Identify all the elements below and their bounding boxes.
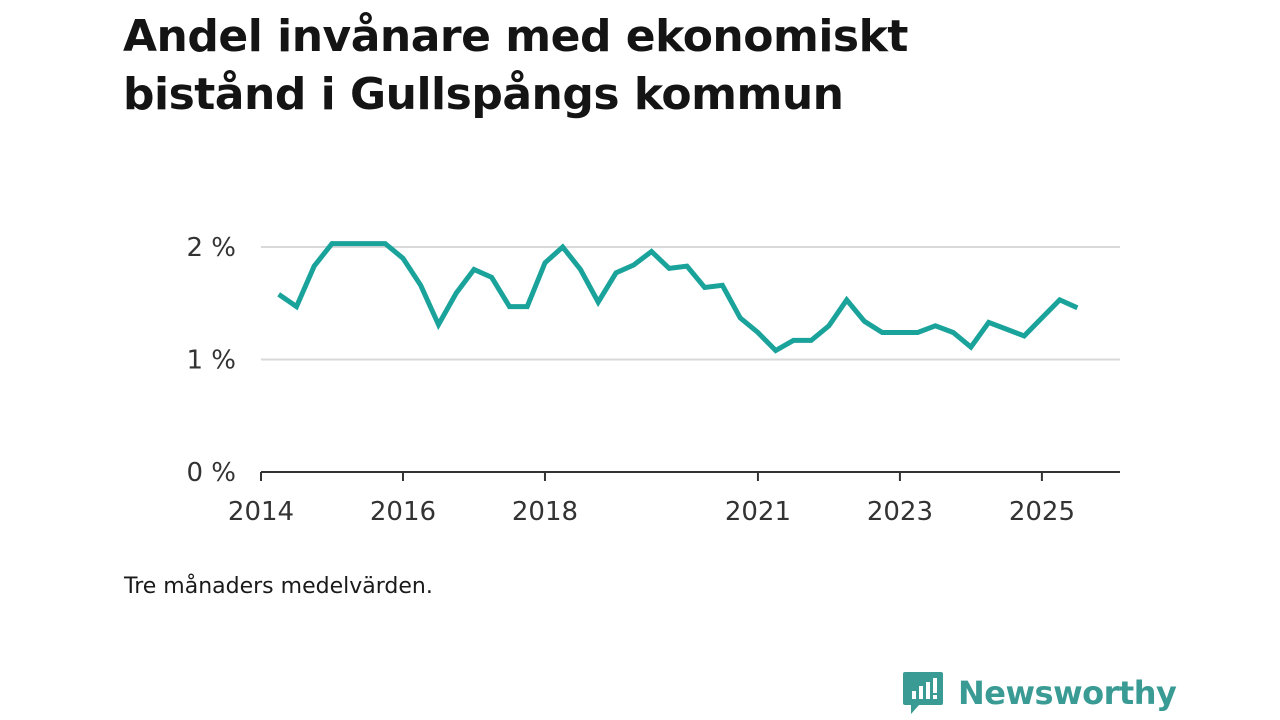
y-tick-label: 0 % — [186, 458, 236, 488]
data-point — [331, 243, 332, 244]
y-axis-labels: 0 % 1 % 2 % — [186, 233, 236, 488]
data-point — [278, 294, 279, 295]
data-point — [970, 347, 971, 348]
data-point — [314, 266, 315, 267]
data-point — [527, 306, 528, 307]
data-point — [686, 266, 687, 267]
data-point — [722, 285, 723, 286]
x-tick-label: 2018 — [512, 497, 578, 527]
data-point — [669, 268, 670, 269]
data-point — [899, 332, 900, 333]
data-point — [633, 265, 634, 266]
data-point — [1024, 335, 1025, 336]
data-point — [598, 302, 599, 303]
data-point — [420, 285, 421, 286]
data-point — [544, 262, 545, 263]
data-point — [385, 243, 386, 244]
data-point — [811, 340, 812, 341]
x-tick-label: 2021 — [725, 497, 791, 527]
data-point — [917, 332, 918, 333]
x-axis-labels: 2014 2016 2018 2021 2023 2025 — [228, 497, 1075, 527]
data-point — [651, 251, 652, 252]
data-point — [562, 247, 563, 248]
x-axis — [260, 471, 1120, 481]
data-point — [846, 299, 847, 300]
data-point — [580, 269, 581, 270]
data-point — [296, 306, 297, 307]
x-tick-label: 2014 — [228, 497, 294, 527]
brand-name: Newsworthy — [958, 674, 1177, 712]
data-point — [828, 325, 829, 326]
x-tick-label: 2023 — [867, 497, 933, 527]
data-point — [864, 321, 865, 322]
data-point — [349, 243, 350, 244]
data-point — [882, 332, 883, 333]
data-point — [615, 272, 616, 273]
data-point — [438, 324, 439, 325]
data-point — [367, 243, 368, 244]
x-tick-label: 2025 — [1009, 497, 1075, 527]
data-point — [988, 322, 989, 323]
chart-note: Tre månaders medelvärden. — [124, 574, 433, 599]
series-line — [277, 241, 1079, 354]
y-tick-label: 2 % — [186, 233, 236, 263]
data-point — [1059, 299, 1060, 300]
data-point — [740, 317, 741, 318]
data-point — [509, 306, 510, 307]
newsworthy-logo: Newsworthy — [902, 670, 1177, 716]
data-point — [775, 350, 776, 351]
data-point — [491, 277, 492, 278]
data-point — [1077, 307, 1078, 308]
y-tick-label: 1 % — [186, 346, 236, 376]
data-point — [473, 269, 474, 270]
data-point — [793, 340, 794, 341]
gridlines — [261, 246, 1120, 361]
line-chart: 0 % 1 % 2 % 2014 2016 2018 2021 2023 2025 — [186, 233, 1120, 527]
data-point — [1041, 317, 1042, 318]
chart-title: Andel invånare med ekonomiskt bistånd i … — [123, 11, 908, 120]
data-point — [953, 332, 954, 333]
x-tick-label: 2016 — [370, 497, 436, 527]
data-point — [1006, 329, 1007, 330]
data-point — [402, 258, 403, 259]
data-point — [935, 325, 936, 326]
series-layer — [277, 241, 1079, 354]
data-point — [704, 287, 705, 288]
data-point — [757, 332, 758, 333]
data-point — [456, 293, 457, 294]
newsworthy-logo-icon — [903, 672, 943, 714]
